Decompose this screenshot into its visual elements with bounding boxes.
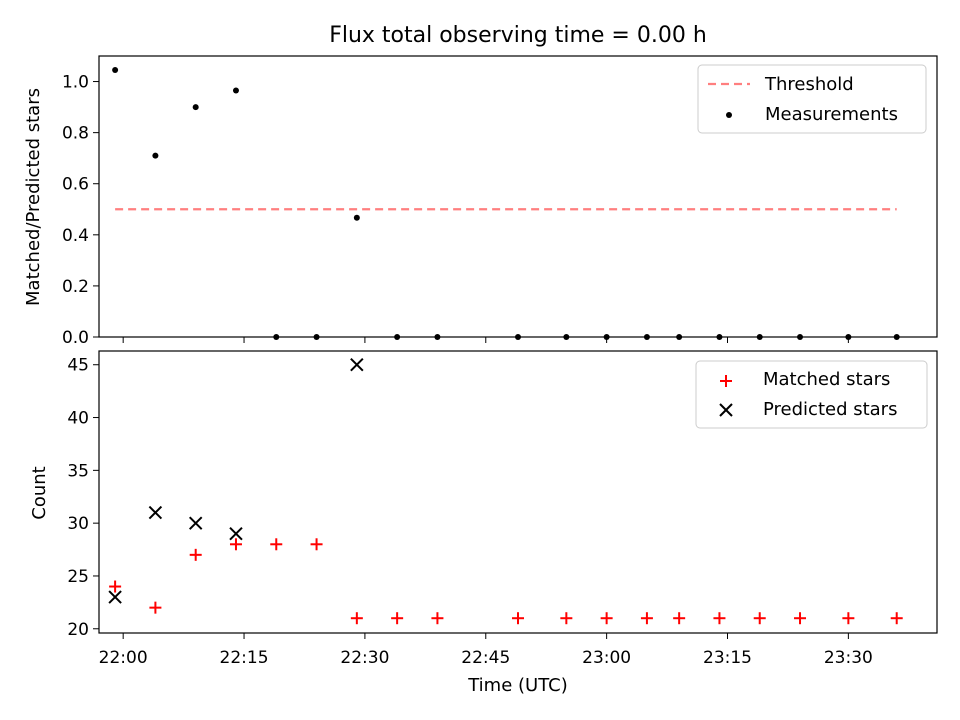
top-legend: Threshold Measurements: [697, 64, 927, 134]
top-y-tick-label: 0.6: [62, 175, 89, 195]
bottom-x-tick-label: 23:30: [824, 648, 873, 668]
predicted-star-point: [350, 358, 364, 372]
matched-star-point: [391, 612, 404, 625]
top-y-tick-label: 0.2: [62, 277, 89, 297]
matched-star-point: [794, 612, 807, 625]
bottom-y-tick-label: 30: [67, 514, 89, 534]
matched-star-point: [713, 612, 726, 625]
top-y-tick-label: 0.4: [62, 226, 89, 246]
bottom-x-tick-label: 22:00: [99, 648, 148, 668]
bottom-x-axis-label: Time (UTC): [467, 675, 568, 696]
top-plot-area: 0.0 0.2 0.4 0.6 0.8 1.0: [62, 73, 849, 348]
matched-star-point: [350, 612, 363, 625]
predicted-star-point: [108, 590, 122, 604]
predicted-stars-legend-swatch: [719, 403, 733, 417]
bottom-y-tick-label: 20: [67, 620, 89, 640]
bottom-x-tick-label: 22:30: [340, 648, 389, 668]
bottom-legend: Matched stars Predicted stars: [695, 360, 928, 429]
matched-star-point: [109, 580, 122, 593]
matched-star-point: [640, 612, 653, 625]
bottom-plot-area: 20 25 30 35 40 45 22:00 22:15 22:30 22:45 23:00 23:…: [67, 356, 873, 668]
measurement-point: [232, 87, 239, 94]
bottom-y-tick-label: 40: [67, 409, 89, 429]
measurements-legend-swatch: [726, 112, 732, 118]
matched-stars-legend-swatch: [720, 375, 732, 387]
predicted-star-point: [229, 527, 243, 541]
bottom-x-tick-label: 23:15: [703, 648, 752, 668]
bottom-axes-frame: [98, 350, 938, 634]
matched-star-point: [753, 612, 766, 625]
bottom-x-tick-label: 22:15: [220, 648, 269, 668]
matched-star-point: [673, 612, 686, 625]
measurement-point: [353, 214, 360, 221]
matched-star-point: [431, 612, 444, 625]
threshold-legend-label: Threshold: [764, 74, 854, 95]
top-chart-title: Flux total observing time = 0.00 h: [329, 23, 707, 48]
top-y-tick-label: 0.8: [62, 124, 89, 144]
predicted-star-point: [188, 516, 203, 530]
top-axes-frame: [98, 55, 938, 338]
matched-star-point: [842, 612, 855, 625]
bottom-y-tick-label: 45: [67, 356, 89, 376]
matched-star-point: [512, 612, 524, 625]
bottom-data-marks: [108, 358, 903, 625]
bottom-legend-box: [695, 360, 928, 429]
matched-star-point: [560, 612, 573, 625]
predicted-star-point: [148, 505, 163, 520]
bottom-x-tick-label: 23:00: [582, 648, 631, 668]
measurements-legend-label: Measurements: [765, 104, 898, 125]
bottom-y-tick-label: 35: [67, 461, 89, 481]
matched-stars-legend-label: Matched stars: [763, 369, 890, 390]
top-legend-box: [697, 64, 927, 134]
top-y-tick-label: 1.0: [62, 73, 89, 93]
matched-star-point: [890, 612, 903, 625]
matched-star-point: [310, 538, 323, 551]
measurement-point: [112, 67, 119, 74]
top-y-tick-label: 0.0: [62, 328, 89, 348]
matched-star-point: [600, 612, 613, 625]
matched-star-point: [189, 548, 202, 561]
measurement-point: [152, 152, 159, 159]
matched-star-point: [270, 538, 283, 551]
bottom-y-axis-label: Count: [29, 466, 50, 519]
top-y-axis-label: Matched/Predicted stars: [23, 88, 44, 306]
bottom-y-tick-label: 25: [67, 567, 89, 587]
measurement-point: [192, 104, 199, 111]
matched-star-point: [149, 601, 162, 614]
predicted-stars-legend-label: Predicted stars: [763, 399, 897, 420]
bottom-x-tick-label: 22:45: [461, 648, 510, 668]
matched-star-point: [229, 538, 242, 551]
